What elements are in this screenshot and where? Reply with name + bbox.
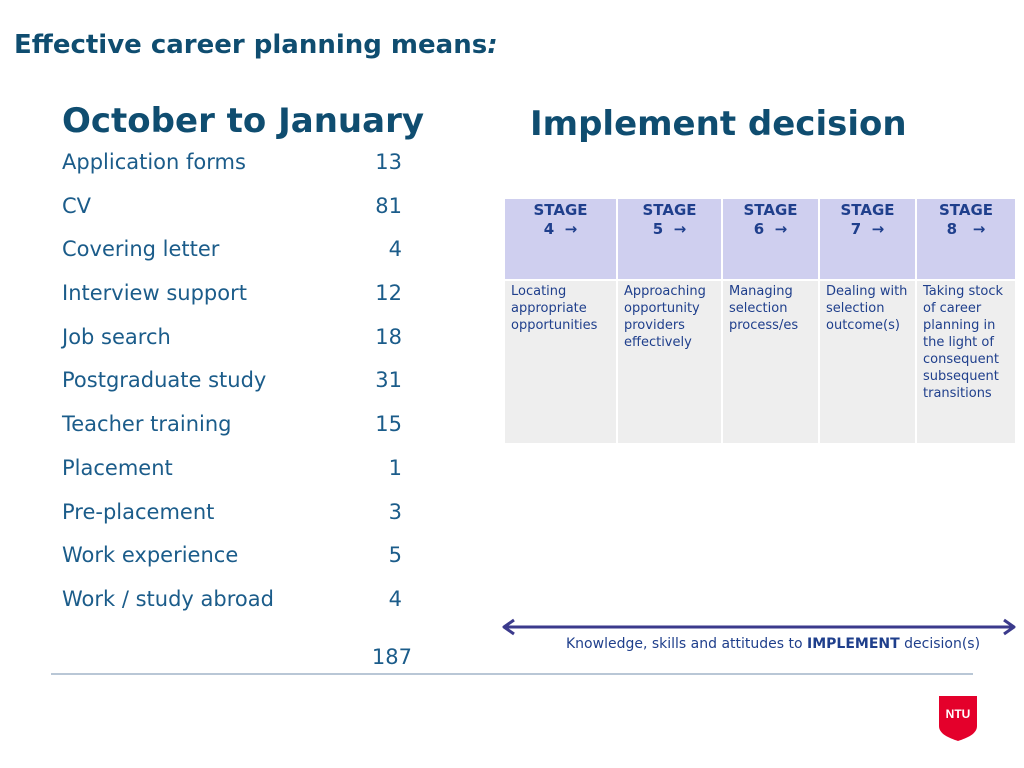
stat-value: 15 [375,412,402,437]
caption-text: Knowledge, skills and attitudes to [566,636,803,652]
stages-header-row: STAGE 4 → STAGE 5 → STAGE 6 → STAGE 7 → STAG… [503,197,1017,281]
stat-label: Interview support [62,281,247,306]
stat-row: Application forms 13 [62,146,402,190]
stat-value: 12 [375,281,402,306]
stage-description: Locating appropriate opportunities [503,279,618,445]
stat-label: Work experience [62,543,239,568]
stat-row: Pre-placement 3 [62,496,402,540]
stat-value: 81 [375,193,402,218]
stat-row: Placement 1 [62,452,402,496]
stage-header: STAGE 5 → [616,197,723,281]
stage-label: STAGE [743,201,798,219]
stat-row: Work / study abroad 4 [62,583,402,627]
stage-label: STAGE [840,201,895,219]
stat-row: Postgraduate study 31 [62,364,402,408]
stage-header: STAGE 4 → [503,197,618,281]
stat-row: Teacher training 15 [62,408,402,452]
stage-header: STAGE 7 → [818,197,917,281]
stage-description: Dealing with selection outcome(s) [818,279,917,445]
double-arrow-icon [502,618,1016,636]
stat-row: Interview support 12 [62,277,402,321]
stage-number: 6 [753,220,765,238]
stage-arrow-icon: → [673,220,687,238]
stage-header: STAGE 8 → [915,197,1017,281]
stat-label: Work / study abroad [62,586,274,611]
period-heading: October to January [62,101,424,141]
stat-value: 18 [375,324,402,349]
stages-table: STAGE 4 → STAGE 5 → STAGE 6 → STAGE 7 → STAG… [503,197,1017,445]
stat-row: Covering letter 4 [62,233,402,277]
section-heading: Implement decision [530,104,907,144]
arrow-caption: Knowledge, skills and attitudes to IMPLE… [566,636,980,652]
stage-arrow-icon: → [564,220,578,238]
stage-label: STAGE [533,201,588,219]
stat-total: 187 [371,645,412,669]
stat-label: Postgraduate study [62,368,267,393]
stage-label: STAGE [642,201,697,219]
slide-title: Effective career planning means: [14,30,498,60]
stat-row: Work experience 5 [62,539,402,583]
stage-description: Managing selection process/es [721,279,820,445]
stat-value: 4 [388,586,402,611]
stat-label: Application forms [62,150,246,174]
stage-arrow-icon: → [774,220,788,238]
stat-value: 13 [375,150,402,174]
stage-number: 8 [946,220,958,238]
logo-text: NTU [946,707,971,721]
stat-label: Pre-placement [62,499,215,524]
slide-title-text: Effective career planning means [14,30,488,60]
stat-value: 31 [375,368,402,393]
stage-number: 7 [850,220,862,238]
stat-label: Job search [62,324,171,349]
stage-description: Approaching opportunity providers effect… [616,279,723,445]
stats-list: Application forms 13 CV 81 Covering letter… [62,146,402,627]
stat-label: Covering letter [62,237,220,262]
stage-number: 4 [543,220,555,238]
footer-divider [51,673,973,675]
stat-value: 3 [388,499,402,524]
caption-text-end: decision(s) [904,636,981,652]
stat-row: CV 81 [62,190,402,234]
stages-body-row: Locating appropriate opportunities Appro… [503,279,1017,445]
stat-value: 4 [388,237,402,262]
ntu-logo: NTU [939,696,977,741]
stage-header: STAGE 6 → [721,197,820,281]
stage-description: Taking stock of career planning in the l… [915,279,1017,445]
stat-label: Placement [62,455,173,480]
stage-label: STAGE [938,201,994,219]
stage-arrow-icon: → [871,220,885,238]
stage-number: 5 [652,220,664,238]
stat-value: 5 [388,543,402,568]
stat-label: Teacher training [62,412,232,437]
stat-label: CV [62,193,92,218]
slide-title-colon: : [487,30,498,60]
stage-arrow-icon: → [972,220,986,238]
caption-emphasis: IMPLEMENT [807,636,900,652]
stat-row: Job search 18 [62,321,402,365]
stat-value: 1 [388,455,402,480]
